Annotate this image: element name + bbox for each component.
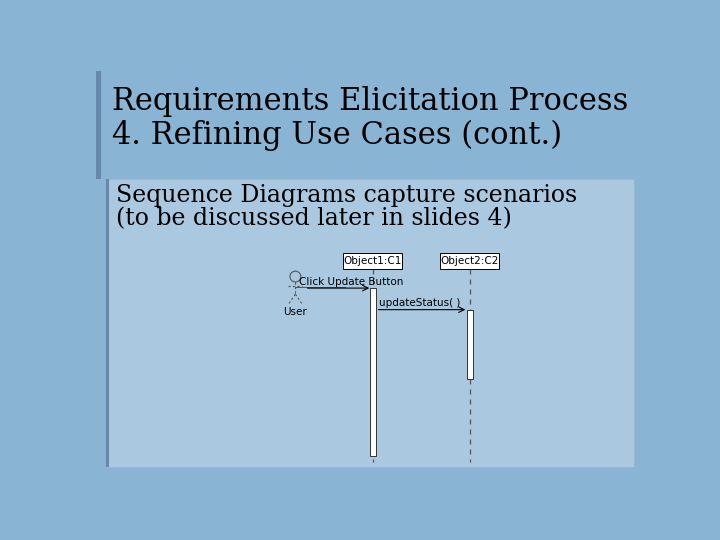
Bar (441, 253, 499, 269)
Text: (to be discussed later in slides 4): (to be discussed later in slides 4) (117, 207, 512, 230)
Bar (106, 179, 634, 467)
Bar (96, 71, 101, 179)
Text: 4. Refining Use Cases (cont.): 4. Refining Use Cases (cont.) (112, 120, 562, 151)
Circle shape (290, 271, 301, 282)
Bar (467, 309, 473, 379)
Text: Object1:C1: Object1:C1 (343, 256, 402, 266)
Text: Object2:C2: Object2:C2 (441, 256, 499, 266)
Bar (343, 253, 402, 269)
Text: updateStatus( ): updateStatus( ) (379, 298, 460, 308)
Text: Requirements Elicitation Process: Requirements Elicitation Process (112, 86, 628, 117)
Bar (370, 288, 376, 456)
Text: Sequence Diagrams capture scenarios: Sequence Diagrams capture scenarios (117, 184, 577, 207)
Text: User: User (284, 307, 307, 318)
Bar (106, 179, 109, 467)
Text: Click Update Button: Click Update Button (300, 276, 404, 287)
